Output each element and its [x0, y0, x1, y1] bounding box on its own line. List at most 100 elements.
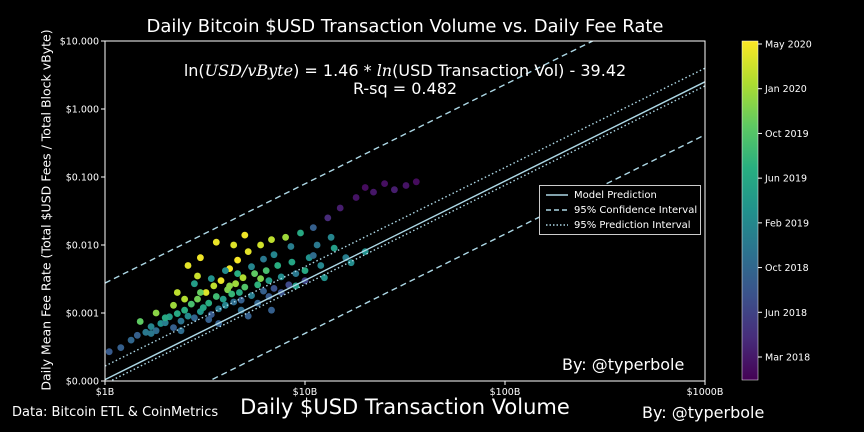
scatter-point: [187, 300, 195, 308]
scatter-point: [177, 327, 185, 335]
scatter-point: [297, 229, 304, 237]
scatter-point: [402, 182, 410, 189]
scatter-point: [170, 324, 177, 331]
y-tick-label: $0.100: [66, 173, 99, 184]
scatter-point: [260, 287, 267, 295]
colorbar-tick-label: Feb 2019: [765, 218, 809, 229]
confidence-interval-upper: [105, 41, 595, 284]
regression-equation: ln(USD/vByte) = 1.46 * ln(USD Transactio…: [105, 62, 705, 98]
scatter-point: [197, 289, 204, 296]
scatter-point: [241, 283, 249, 291]
scatter-point: [142, 328, 150, 336]
scatter-point: [268, 236, 275, 244]
scatter-point: [117, 344, 125, 351]
scatter-point: [317, 262, 325, 269]
scatter-point: [321, 274, 328, 282]
scatter-point: [292, 270, 300, 277]
scatter-point: [391, 186, 398, 194]
credit-inside: By: @typerbole: [562, 355, 685, 374]
scatter-point: [202, 289, 210, 296]
scatter-point: [244, 248, 252, 256]
scatter-point: [274, 262, 282, 269]
scatter-point: [184, 312, 192, 320]
scatter-point: [197, 254, 204, 262]
scatter-point: [173, 310, 181, 317]
scatter-point: [370, 188, 377, 196]
legend-item-prediction: 95% Prediction Interval: [546, 218, 691, 232]
x-axis-label: Daily $USD Transaction Volume: [240, 395, 570, 419]
scatter-point: [199, 304, 207, 311]
confidence-interval-lower: [207, 134, 705, 381]
scatter-point: [257, 241, 264, 249]
scatter-point: [207, 275, 215, 282]
credit-bottom: By: @typerbole: [642, 403, 765, 422]
scatter-point: [133, 331, 141, 339]
colorbar: [741, 40, 759, 381]
eq-fn: ln: [376, 61, 393, 80]
scatter-point: [309, 224, 317, 232]
scatter-point: [230, 241, 238, 249]
scatter-point: [127, 336, 135, 344]
scatter-point: [177, 317, 185, 325]
eq-lhs-var: USD/vByte: [204, 61, 294, 80]
scatter-point: [181, 306, 189, 314]
scatter-point: [270, 285, 278, 292]
legend-label-confidence: 95% Confidence Interval: [574, 204, 698, 216]
scatter-points: [105, 178, 420, 356]
x-tick-label: $10B: [293, 387, 318, 398]
y-axis-label: Daily Mean Fee Rate (Total $USD Fees / T…: [38, 29, 54, 391]
scatter-point: [285, 281, 293, 289]
scatter-point: [270, 251, 278, 259]
y-tick-label: $0.001: [66, 309, 99, 320]
scatter-point: [301, 267, 309, 274]
scatter-point: [228, 290, 236, 298]
scatter-point: [205, 316, 213, 323]
scatter-point: [205, 299, 213, 307]
scatter-point: [181, 295, 189, 303]
colorbar-tick-label: Jan 2020: [764, 84, 807, 95]
scatter-point: [265, 277, 273, 284]
scatter-point: [222, 267, 229, 274]
eq-lhs-prefix: ln(: [183, 61, 205, 80]
scatter-point: [260, 255, 267, 263]
y-tick-label: $0.010: [66, 241, 99, 252]
scatter-point: [361, 184, 369, 191]
scatter-point: [234, 270, 242, 277]
plot-frame: [104, 40, 706, 382]
scatter-point: [236, 289, 243, 296]
scatter-point: [232, 280, 240, 288]
scatter-point: [212, 238, 220, 246]
colorbar-tick-label: Oct 2018: [765, 263, 809, 274]
scatter-point: [147, 323, 155, 330]
scatter-point: [277, 273, 285, 281]
x-tick-label: $1B: [96, 387, 115, 398]
scatter-point: [309, 252, 317, 259]
scatter-point: [210, 282, 218, 290]
scatter-point: [226, 282, 234, 290]
scatter-point: [254, 281, 262, 289]
y-tick-label: $0.000: [66, 377, 99, 388]
legend-item-confidence: 95% Confidence Interval: [546, 203, 697, 217]
scatter-point: [257, 275, 264, 282]
scatter-point: [336, 204, 344, 212]
y-axis-ticks: $0.000 $0.001 $0.010 $0.100 $1.000 $10.000: [60, 37, 105, 388]
r-squared: R-sq = 0.482: [352, 79, 458, 98]
scatter-point: [412, 178, 420, 186]
legend: Model Prediction 95% Confidence Interval…: [539, 185, 701, 235]
scatter-point: [219, 295, 227, 303]
colorbar-tick-label: Oct 2019: [765, 129, 809, 140]
scatter-point: [212, 293, 220, 300]
colorbar-tick-label: May 2020: [765, 40, 812, 51]
eq-rhs: (USD Transaction Vol) - 39.42: [392, 61, 627, 80]
scatter-point: [251, 270, 258, 277]
scatter-point: [217, 277, 225, 284]
model-prediction-line: [105, 81, 705, 381]
scatter-point: [161, 314, 169, 322]
y-tick-label: $10.000: [60, 37, 99, 48]
scatter-point: [147, 330, 155, 337]
scatter-point: [194, 272, 201, 280]
scatter-point: [194, 295, 201, 303]
scatter-point: [244, 312, 252, 320]
scatter-point: [230, 298, 238, 306]
scatter-point: [248, 292, 255, 299]
